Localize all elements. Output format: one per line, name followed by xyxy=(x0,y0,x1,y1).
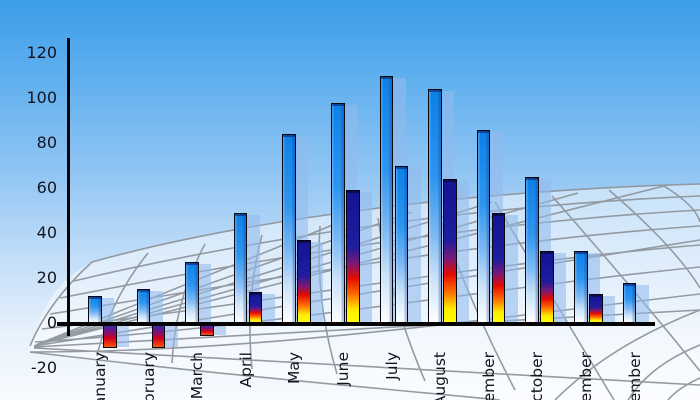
bar-april-secondary xyxy=(248,291,263,323)
y-axis-label-0: 0 xyxy=(46,313,57,332)
month-label-april: April xyxy=(236,352,255,388)
month-label-january: January xyxy=(91,352,109,400)
bar-november-primary xyxy=(574,251,588,323)
bar-shadow-april-secondary xyxy=(261,293,275,325)
bar-shadow-december-primary xyxy=(635,284,649,325)
month-label-august: August xyxy=(431,352,450,400)
bar-january-primary xyxy=(88,296,102,323)
month-label-september: September xyxy=(479,352,498,400)
bar-june-secondary xyxy=(346,190,360,323)
bar-shadow-june-secondary xyxy=(358,192,372,325)
bar-september-primary xyxy=(476,129,491,323)
x-axis-line xyxy=(57,322,655,326)
bar-october-primary xyxy=(525,176,539,323)
bar-may-secondary xyxy=(297,239,311,323)
bar-february-primary xyxy=(136,289,151,323)
bar-june-primary xyxy=(331,102,345,323)
bar-february-secondary xyxy=(151,325,166,348)
month-label-february: February xyxy=(139,352,158,400)
y-axis-line xyxy=(67,38,70,336)
y-axis-label-20: 20 xyxy=(36,268,57,287)
y-axis-label--20: -20 xyxy=(30,358,57,377)
bar-september-secondary xyxy=(491,212,506,323)
bar-shadow-september-secondary xyxy=(504,214,518,325)
month-label-march: March xyxy=(188,352,207,400)
month-label-october: October xyxy=(528,352,547,400)
bar-shadow-july-secondary xyxy=(407,167,421,325)
bar-shadow-november-secondary xyxy=(601,295,615,325)
bar-shadow-february-primary xyxy=(149,291,163,325)
month-label-may: May xyxy=(285,352,304,385)
bar-july-secondary xyxy=(394,165,409,323)
bar-shadow-may-secondary xyxy=(309,241,324,325)
bar-august-secondary xyxy=(443,179,457,323)
bar-shadow-january-secondary xyxy=(115,326,129,347)
bar-december-primary xyxy=(622,282,637,323)
bar-january-secondary xyxy=(103,325,117,348)
bar-shadow-october-secondary xyxy=(552,253,567,325)
bar-march-secondary xyxy=(200,325,214,337)
bar-july-primary xyxy=(379,75,394,323)
y-axis-label-120: 120 xyxy=(26,43,57,62)
y-axis-label-60: 60 xyxy=(36,178,57,197)
y-axis-label-100: 100 xyxy=(26,88,57,107)
y-axis-label-40: 40 xyxy=(36,223,57,242)
bar-shadow-february-secondary xyxy=(164,326,178,347)
bar-may-primary xyxy=(282,134,296,323)
month-label-november: November xyxy=(577,352,595,400)
bar-shadow-march-secondary xyxy=(212,326,227,336)
bar-october-secondary xyxy=(540,251,554,323)
y-axis-label-80: 80 xyxy=(36,133,57,152)
bar-shadow-march-primary xyxy=(197,264,212,325)
bar-shadow-january-primary xyxy=(100,298,114,325)
month-label-july: July xyxy=(382,352,401,380)
bar-march-primary xyxy=(185,262,199,323)
bar-november-secondary xyxy=(589,293,603,323)
bar-april-primary xyxy=(233,212,248,323)
bar-shadow-august-secondary xyxy=(455,181,470,325)
month-label-june: June xyxy=(334,352,352,386)
bar-august-primary xyxy=(428,89,442,323)
month-label-december: December xyxy=(625,352,644,400)
